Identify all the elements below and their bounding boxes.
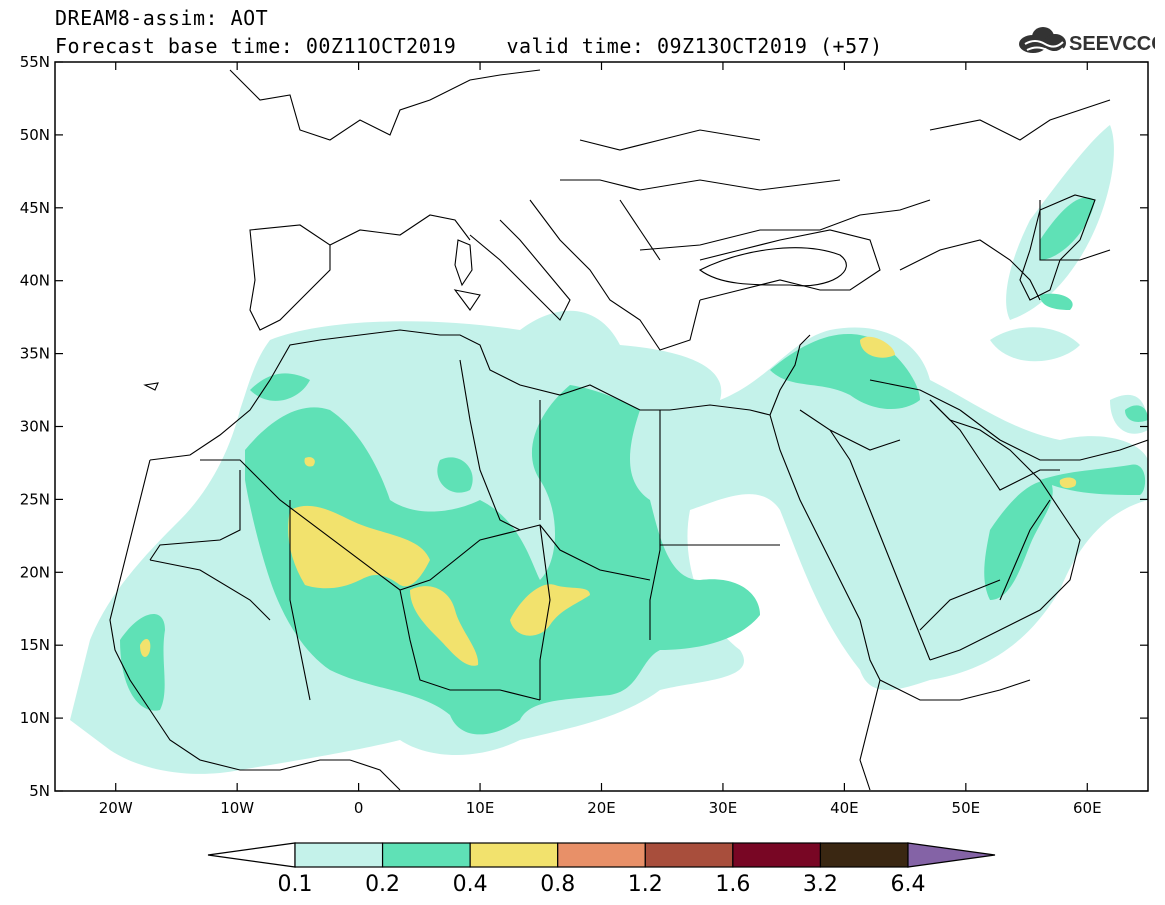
colorbar-over-triangle [907, 842, 996, 868]
lat-tick-label: 15N [20, 636, 50, 654]
colorbar-swatch [381, 842, 471, 868]
colorbar-label: 0.1 [278, 872, 313, 897]
lat-tick-label: 55N [20, 53, 50, 71]
lon-tick-label: 60E [1073, 799, 1102, 817]
colorbar-swatch [557, 842, 646, 868]
lat-tick-label: 35N [20, 345, 50, 363]
lat-tick-label: 5N [29, 782, 50, 800]
colorbar-label: 0.4 [453, 872, 488, 897]
lat-tick-label: 25N [20, 490, 50, 508]
coastlines [109, 69, 1148, 791]
colorbar-label: 1.2 [628, 872, 663, 897]
colorbar-label: 0.8 [540, 872, 575, 897]
colorbar-label: 6.4 [891, 872, 926, 897]
lon-tick-label: 0 [354, 799, 364, 817]
colorbar-swatch [732, 842, 822, 868]
lat-tick-label: 10N [20, 709, 50, 727]
colorbar-swatch [819, 842, 909, 868]
lon-tick-label: 10W [220, 799, 254, 817]
lat-tick-label: 20N [20, 563, 50, 581]
lat-tick-label: 45N [20, 199, 50, 217]
colorbar-swatch [294, 842, 384, 868]
latitude-labels: 55N 50N 45N 40N 35N 30N 25N 20N 15N 10N 5N [20, 53, 50, 800]
colorbar-swatch [469, 842, 559, 868]
lon-tick-label: 20E [587, 799, 616, 817]
lat-tick-label: 40N [20, 272, 50, 290]
aot-level-0-4 [140, 336, 1077, 666]
aot-shading [70, 125, 1148, 774]
lon-tick-label: 50E [952, 799, 981, 817]
lon-tick-label: 10E [466, 799, 495, 817]
map-title: DREAM8-assim: AOT [55, 6, 269, 30]
logo-text: SEEVCCC [1069, 33, 1155, 55]
colorbar: 0.1 0.2 0.4 0.8 1.2 1.6 3.2 6.4 [207, 842, 996, 897]
colorbar-label: 1.6 [715, 872, 750, 897]
longitude-labels: 20W 10W 0 10E 20E 30E 40E 50E 60E [99, 799, 1102, 817]
colorbar-swatch [644, 842, 734, 868]
lon-tick-label: 20W [99, 799, 133, 817]
lon-tick-label: 30E [709, 799, 738, 817]
forecast-time-line: Forecast base time: 00Z11OCT2019 valid t… [55, 34, 883, 58]
colorbar-under-triangle [207, 842, 296, 868]
cloud-icon [1019, 27, 1066, 54]
lon-tick-label: 40E [830, 799, 859, 817]
aot-level-0-2 [120, 197, 1148, 735]
colorbar-label: 3.2 [803, 872, 838, 897]
seevccc-logo: SEEVCCC [1019, 27, 1155, 55]
colorbar-label: 0.2 [365, 872, 400, 897]
axis-ticks [55, 61, 1148, 792]
lat-tick-label: 30N [20, 418, 50, 436]
lat-tick-label: 50N [20, 126, 50, 144]
